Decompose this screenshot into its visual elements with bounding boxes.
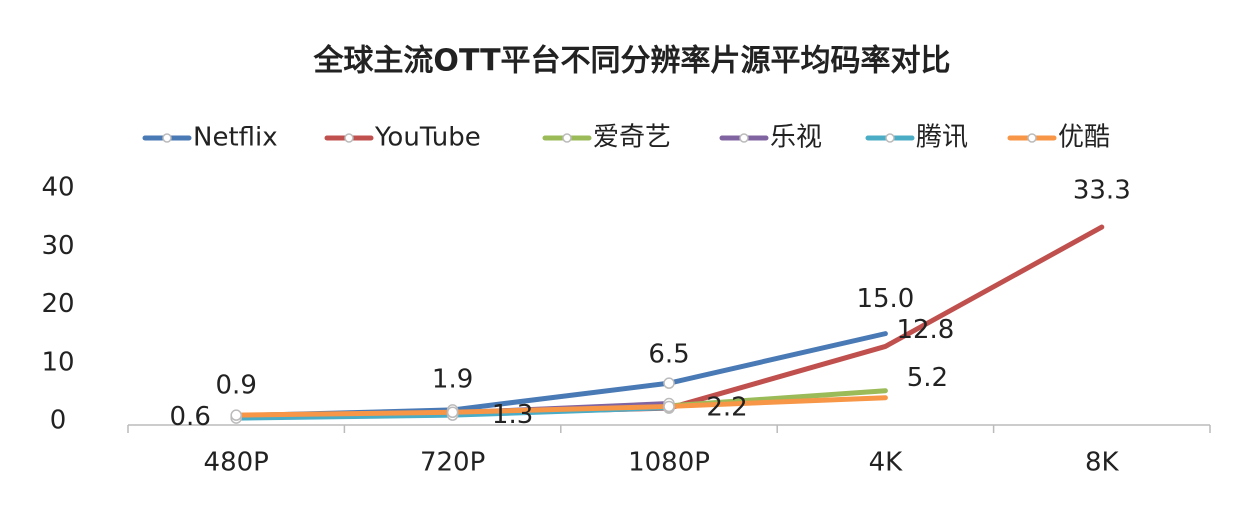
legend-label: 优酷 (1058, 123, 1110, 153)
point-marker (230, 409, 242, 421)
data-label: 15.0 (856, 284, 914, 314)
point-marker (663, 377, 675, 389)
legend-label: 爱奇艺 (593, 123, 671, 153)
series-line (233, 395, 888, 418)
x-tick-label: 720P (420, 448, 485, 478)
data-label: 6.5 (648, 340, 689, 370)
legend-marker (739, 133, 749, 143)
y-tick-label: 40 (41, 173, 74, 203)
x-tick-label: 480P (204, 448, 269, 478)
data-label: 1.9 (432, 364, 473, 394)
data-label: 12.8 (896, 315, 954, 345)
data-label: 5.2 (907, 363, 948, 393)
legend-label: 乐视 (770, 123, 822, 153)
data-label: 0.6 (170, 402, 211, 432)
legend-label: Netflix (193, 123, 278, 153)
x-tick-label: 1080P (628, 448, 710, 478)
point-marker (663, 400, 675, 413)
chart-title: 全球主流OTT平台不同分辨率片源平均码率对比 (312, 44, 950, 79)
data-label: 33.3 (1073, 176, 1131, 206)
x-tick-label: 8K (1085, 448, 1120, 478)
data-label: 0.9 (216, 370, 257, 400)
y-tick-label: 10 (41, 347, 74, 377)
y-tick-label: 20 (41, 289, 74, 319)
legend-marker (162, 133, 172, 143)
legend-marker (885, 133, 895, 143)
y-tick-label: 0 (50, 406, 67, 436)
point-marker (446, 406, 459, 419)
legend-marker (1027, 133, 1037, 143)
legend-label: 腾讯 (916, 123, 968, 153)
legend-label: YouTube (374, 123, 481, 153)
x-tick-label: 4K (869, 448, 904, 478)
y-tick-label: 30 (41, 231, 74, 261)
legend-marker (562, 133, 572, 143)
data-label: 1.3 (492, 400, 533, 430)
data-label: 2.2 (706, 393, 747, 423)
legend-marker (344, 133, 354, 143)
